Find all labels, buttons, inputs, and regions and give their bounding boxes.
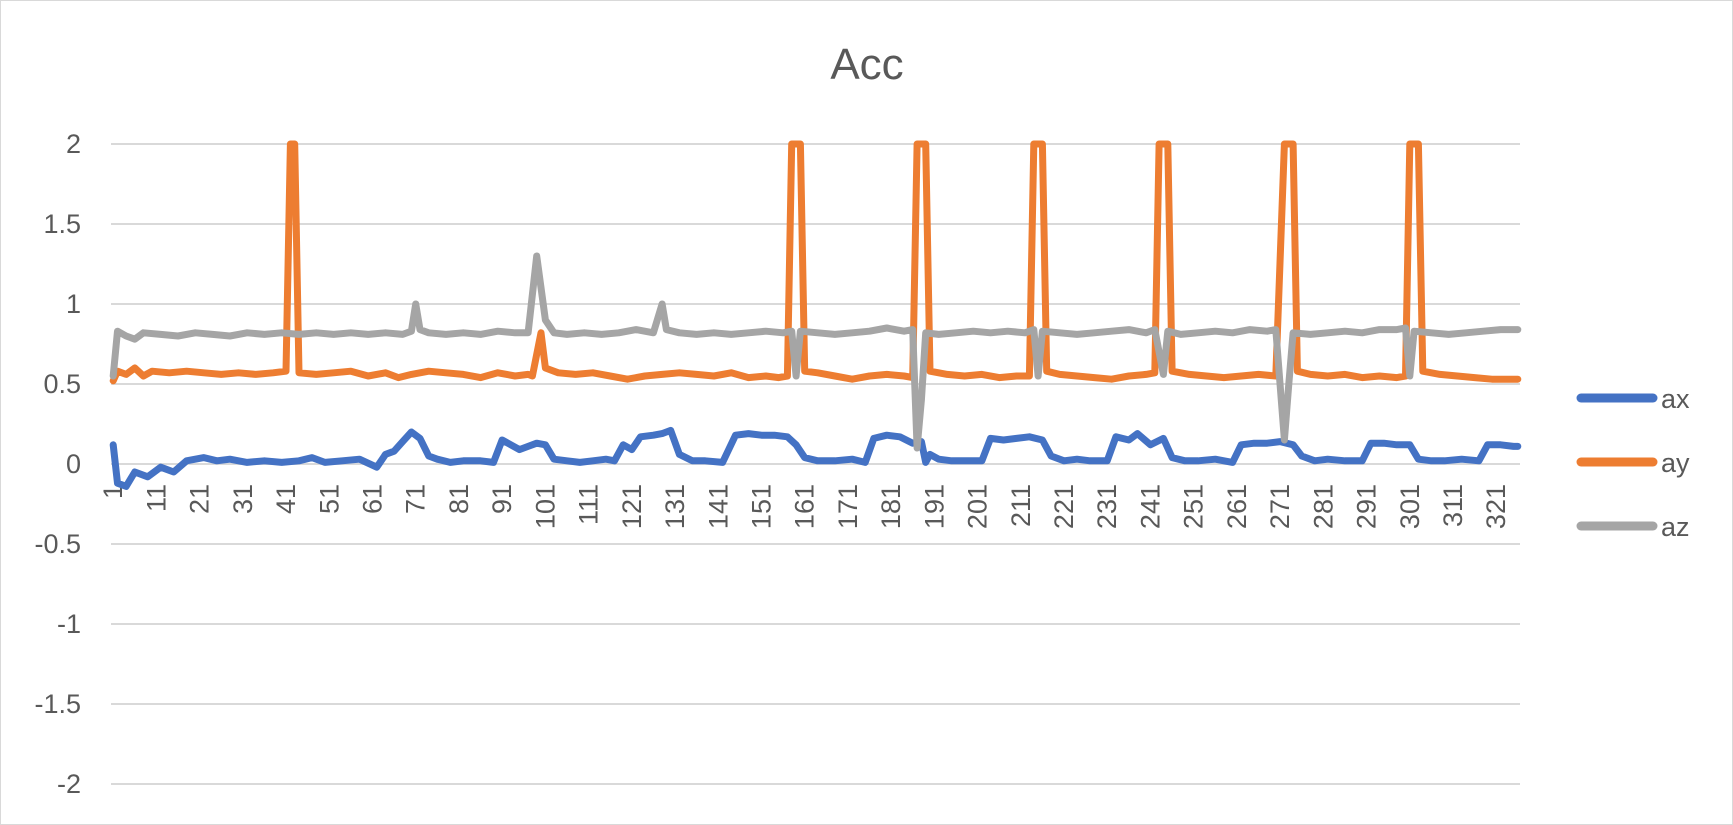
x-tick-label: 91 xyxy=(487,484,517,514)
x-tick-label: 191 xyxy=(919,484,949,529)
legend-label: az xyxy=(1661,512,1690,542)
x-tick-label: 141 xyxy=(703,484,733,529)
x-tick-label: 241 xyxy=(1135,484,1165,529)
x-tick-label: 111 xyxy=(574,484,604,525)
x-axis: 1 11 21 31 41 51 61 71 81 91 101 111 121 131 141 151 161… xyxy=(98,484,1511,529)
x-tick-label: 301 xyxy=(1395,484,1425,529)
legend-label: ax xyxy=(1661,384,1690,414)
x-tick-label: 171 xyxy=(833,484,863,529)
x-tick-label: 61 xyxy=(357,484,387,514)
x-tick-label: 291 xyxy=(1352,484,1382,529)
series-line-az xyxy=(109,252,1522,452)
x-tick-label: 101 xyxy=(530,484,560,529)
legend-item-ax[interactable]: ax xyxy=(1576,384,1690,414)
y-tick-label: 0.5 xyxy=(43,369,81,399)
series-line-ay xyxy=(109,140,1522,385)
x-tick-label: 71 xyxy=(401,484,431,514)
y-tick-label: -1 xyxy=(57,609,81,639)
y-tick-label: 1 xyxy=(66,289,81,319)
x-tick-label: 221 xyxy=(1049,484,1079,529)
chart-title: Acc xyxy=(830,40,903,89)
y-tick-label: 0 xyxy=(66,449,81,479)
x-tick-label: 251 xyxy=(1179,484,1209,529)
x-tick-label: 81 xyxy=(444,484,474,514)
series-lines xyxy=(109,140,1522,490)
y-axis: 2 1.5 1 0.5 0 -0.5 -1 -1.5 -2 xyxy=(34,129,81,799)
x-tick-label: 21 xyxy=(185,484,215,514)
x-tick-label: 281 xyxy=(1308,484,1338,529)
legend-label: ay xyxy=(1661,448,1690,478)
y-tick-label: -2 xyxy=(57,769,81,799)
x-tick-label: 31 xyxy=(228,484,258,514)
x-tick-label: 321 xyxy=(1481,484,1511,529)
x-tick-label: 271 xyxy=(1265,484,1295,529)
legend-item-az[interactable]: az xyxy=(1576,512,1690,542)
y-tick-label: 2 xyxy=(66,129,81,159)
x-tick-label: 51 xyxy=(314,484,344,514)
legend-item-ay[interactable]: ay xyxy=(1576,448,1690,478)
x-tick-label: 311 xyxy=(1438,484,1468,527)
x-tick-label: 211 xyxy=(1006,484,1036,527)
x-tick-label: 11 xyxy=(141,484,171,512)
x-tick-label: 231 xyxy=(1092,484,1122,529)
y-tick-label: 1.5 xyxy=(43,209,81,239)
series-line-ax xyxy=(109,426,1522,490)
y-tick-label: -1.5 xyxy=(34,689,81,719)
x-tick-label: 181 xyxy=(876,484,906,529)
y-tick-label: -0.5 xyxy=(34,529,81,559)
x-tick-label: 161 xyxy=(790,484,820,529)
x-tick-label: 131 xyxy=(660,484,690,529)
x-tick-label: 261 xyxy=(1222,484,1252,529)
x-tick-label: 41 xyxy=(271,484,301,514)
gridlines xyxy=(111,143,1520,785)
x-tick-label: 151 xyxy=(746,484,776,529)
legend[interactable]: ax ay az xyxy=(1576,384,1690,542)
x-tick-label: 121 xyxy=(617,484,647,529)
x-tick-label: 201 xyxy=(963,484,993,529)
